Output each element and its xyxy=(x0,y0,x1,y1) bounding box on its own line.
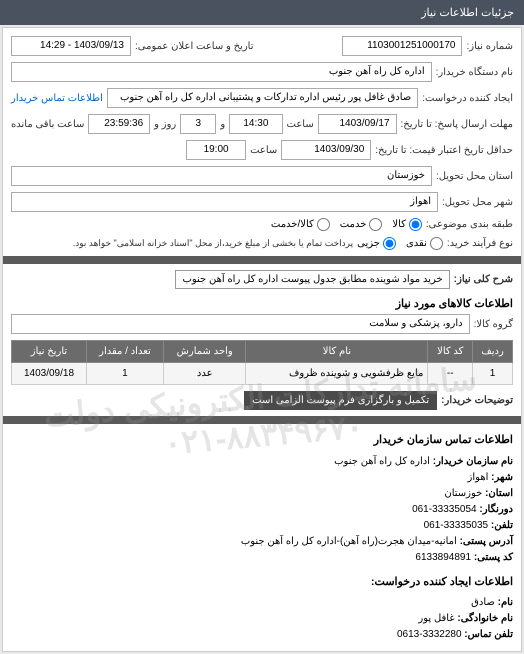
city-field: اهواز xyxy=(11,192,438,212)
group-field: دارو، پزشکی و سلامت xyxy=(11,314,470,334)
divider-1 xyxy=(3,256,521,264)
deadline-date-field: 1403/09/17 xyxy=(318,114,397,134)
radio-jozei[interactable]: جزیی xyxy=(357,237,396,250)
th-date: تاریخ نیاز xyxy=(12,341,87,363)
process-radios: نقدی جزیی xyxy=(357,237,443,250)
city2: اهواز xyxy=(468,472,489,483)
td-row: 1 xyxy=(473,363,513,385)
th-unit: واحد شمارش xyxy=(163,341,246,363)
divider-2 xyxy=(3,416,521,424)
org-name: اداره کل راه آهن جنوب xyxy=(334,456,430,467)
need-no-field: 1103001251000170 xyxy=(342,36,462,56)
days-label: روز و xyxy=(154,119,176,130)
radio-kalakhadamat-input[interactable] xyxy=(317,218,330,231)
contact-link[interactable]: اطلاعات تماس خریدار xyxy=(11,93,103,104)
category-radios: کالا خدمت کالا/خدمت xyxy=(271,218,422,231)
general-title-label: شرح کلی نیاز: xyxy=(454,274,513,285)
goods-section-title: اطلاعات کالاهای مورد نیاز xyxy=(11,297,513,310)
remaining-field: 23:59:36 xyxy=(88,114,150,134)
days-field: 3 xyxy=(180,114,216,134)
creator-label: ایجاد کننده درخواست: xyxy=(422,93,513,104)
city-label: شهر محل تحویل: xyxy=(442,197,513,208)
tel-label: تلفن: xyxy=(491,520,513,531)
time-label-1: ساعت xyxy=(287,119,314,130)
general-title-field: خرید مواد شوینده مطابق جدول پیوست اداره … xyxy=(175,270,449,289)
phone-label: تلفن تماس: xyxy=(464,629,513,640)
fname-label: نام: xyxy=(498,597,513,608)
th-code: کد کالا xyxy=(428,341,473,363)
lname-label: نام خانوادگی: xyxy=(457,613,513,624)
creator-field: صادق غافل پور رئیس اداره تدارکات و پشتیب… xyxy=(107,88,418,108)
radio-kala[interactable]: کالا xyxy=(392,218,422,231)
td-unit: عدد xyxy=(163,363,246,385)
category-label: طبقه بندی موضوعی: xyxy=(426,219,513,230)
radio-khadamat-input[interactable] xyxy=(369,218,382,231)
td-date: 1403/09/18 xyxy=(12,363,87,385)
table-row: 1 -- مایع ظرفشویی و شوینده ظروف عدد 1 14… xyxy=(12,363,513,385)
radio-jozei-input[interactable] xyxy=(383,237,396,250)
creator-contact-title: اطلاعات ایجاد کننده درخواست: xyxy=(11,574,513,592)
buyer-org-field: اداره کل راه آهن جنوب xyxy=(11,62,432,82)
time-label-2: ساعت xyxy=(250,145,277,156)
process-note: پرداخت تمام یا بخشی از مبلغ خرید،از محل … xyxy=(73,238,353,249)
table-header-row: ردیف کد کالا نام کالا واحد شمارش تعداد /… xyxy=(12,341,513,363)
announce-label: تاریخ و ساعت اعلان عمومی: xyxy=(135,41,254,52)
fname: صادق xyxy=(471,597,495,608)
contact-title: اطلاعات تماس سازمان خریدار xyxy=(11,432,513,450)
postcode-label: کد پستی: xyxy=(474,552,513,563)
panel-header: جزئیات اطلاعات نیاز xyxy=(0,0,524,25)
postaddr-label: آدرس پستی: xyxy=(460,536,513,547)
process-label: نوع فرآیند خرید: xyxy=(447,238,513,249)
announce-field: 1403/09/13 - 14:29 xyxy=(11,36,131,56)
province-field: خوزستان xyxy=(11,166,432,186)
tel: 33335035-061 xyxy=(424,520,489,531)
fax: 33335054-061 xyxy=(412,504,477,515)
radio-kalakhadamat[interactable]: کالا/خدمت xyxy=(271,218,330,231)
phone: 3332280-0613 xyxy=(397,629,462,640)
th-qty: تعداد / مقدار xyxy=(86,341,163,363)
radio-naghdi-input[interactable] xyxy=(430,237,443,250)
th-name: نام کالا xyxy=(246,341,428,363)
fax-label: دورنگار: xyxy=(479,504,513,515)
and-label: و xyxy=(220,119,225,130)
validity-time-field: 19:00 xyxy=(186,140,246,160)
td-name: مایع ظرفشویی و شوینده ظروف xyxy=(246,363,428,385)
buyer-note-label: توضیحات خریدار: xyxy=(441,395,513,406)
radio-naghdi[interactable]: نقدی xyxy=(406,237,443,250)
province2: خوزستان xyxy=(444,488,482,499)
need-no-label: شماره نیاز: xyxy=(466,41,513,52)
th-row: ردیف xyxy=(473,341,513,363)
deadline-label: مهلت ارسال پاسخ: تا تاریخ: xyxy=(401,119,513,130)
validity-label: حداقل تاریخ اعتبار قیمت: تا تاریخ: xyxy=(375,145,513,156)
buyer-org-label: نام دستگاه خریدار: xyxy=(436,67,513,78)
panel-title: جزئیات اطلاعات نیاز xyxy=(421,7,514,19)
lname: غافل پور xyxy=(418,613,454,624)
radio-khadamat[interactable]: خدمت xyxy=(340,218,383,231)
province-label: استان محل تحویل: xyxy=(436,171,513,182)
province2-label: استان: xyxy=(485,488,513,499)
buyer-note-field: تکمیل و بارگزاری فرم پیوست الزامی است xyxy=(244,391,437,410)
postcode: 6133894891 xyxy=(415,552,471,563)
validity-date-field: 1403/09/30 xyxy=(281,140,371,160)
radio-kala-input[interactable] xyxy=(409,218,422,231)
remaining-label: ساعت باقی مانده xyxy=(11,119,84,130)
main-content: سامانه تدارکات الکترونیکی دولت ۰۲۱-۸۸۳۴۹… xyxy=(2,27,522,652)
td-qty: 1 xyxy=(86,363,163,385)
td-code: -- xyxy=(428,363,473,385)
group-label: گروه کالا: xyxy=(474,319,513,330)
deadline-time-field: 14:30 xyxy=(229,114,282,134)
city2-label: شهر: xyxy=(491,472,513,483)
org-name-label: نام سازمان خریدار: xyxy=(433,456,513,467)
postaddr: امانیه-میدان هجرت(راه آهن)-اداره کل راه … xyxy=(241,536,457,547)
goods-table: ردیف کد کالا نام کالا واحد شمارش تعداد /… xyxy=(11,340,513,385)
contact-section: اطلاعات تماس سازمان خریدار نام سازمان خر… xyxy=(11,432,513,643)
